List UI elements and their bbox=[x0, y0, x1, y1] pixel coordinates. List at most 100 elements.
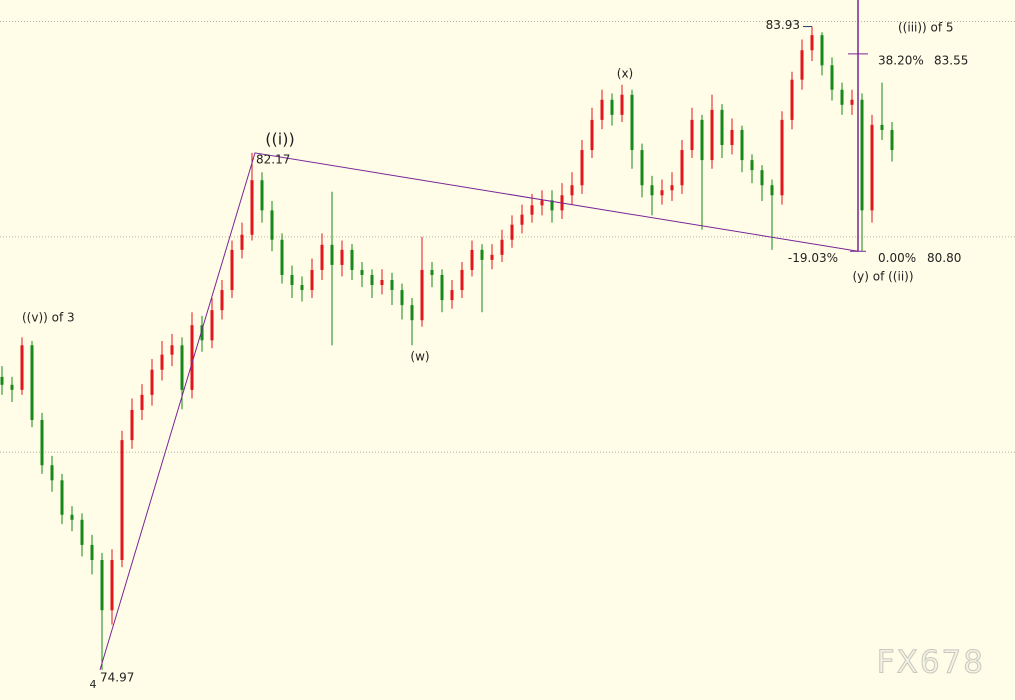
candle-body bbox=[830, 65, 834, 90]
candle-body bbox=[340, 249, 344, 265]
candle-body bbox=[200, 325, 204, 341]
candle-body bbox=[140, 394, 144, 410]
candle-body bbox=[440, 274, 444, 301]
candle-body bbox=[740, 129, 744, 161]
candle-body bbox=[100, 560, 104, 611]
candle-body bbox=[490, 254, 494, 260]
wave-label: ((i)) bbox=[265, 130, 294, 149]
candle-body bbox=[190, 325, 194, 390]
candle-body bbox=[810, 35, 814, 51]
candle-body bbox=[690, 119, 694, 151]
candle-body bbox=[380, 280, 384, 286]
candle-body bbox=[250, 180, 254, 235]
pivot-price: 74.97 bbox=[100, 670, 134, 684]
candle-body bbox=[280, 239, 284, 275]
candle-body bbox=[570, 185, 574, 196]
candle-body bbox=[610, 99, 614, 115]
candle-body bbox=[580, 150, 584, 186]
candle-body bbox=[710, 109, 714, 161]
candle-body bbox=[880, 124, 884, 130]
candle-body bbox=[630, 94, 634, 151]
candle-body bbox=[120, 440, 124, 560]
candle-body bbox=[700, 119, 704, 161]
candle-body bbox=[390, 280, 394, 291]
candle-body bbox=[460, 269, 464, 291]
candle-body bbox=[790, 79, 794, 120]
candle-body bbox=[650, 185, 654, 196]
candle-body bbox=[450, 290, 454, 301]
wave-label: ((iii)) of 5 bbox=[898, 21, 954, 35]
candle-body bbox=[410, 305, 414, 321]
candle-body bbox=[310, 269, 314, 291]
candle-body bbox=[890, 129, 894, 151]
wave-line bbox=[99, 152, 859, 670]
candle-body bbox=[420, 269, 424, 321]
candle-body bbox=[80, 519, 84, 545]
candle-body bbox=[160, 354, 164, 370]
candle-body bbox=[290, 274, 294, 286]
candle-body bbox=[60, 480, 64, 515]
candle-body bbox=[370, 274, 374, 286]
candle-body bbox=[680, 150, 684, 186]
candle-body bbox=[30, 345, 34, 420]
candle-body bbox=[480, 249, 484, 260]
candle-body bbox=[150, 369, 154, 395]
candle-body bbox=[760, 170, 764, 186]
candle-body bbox=[230, 249, 234, 291]
candle-body bbox=[90, 544, 94, 560]
candle-body bbox=[70, 514, 74, 520]
candle-body bbox=[20, 345, 24, 390]
candle-body bbox=[840, 89, 844, 105]
candle-body bbox=[500, 239, 504, 255]
candle-body bbox=[10, 384, 14, 390]
wave-label: (y) of ((ii)) bbox=[852, 270, 913, 284]
candle-body bbox=[600, 99, 604, 120]
candle-body bbox=[240, 234, 244, 250]
candle-body bbox=[640, 150, 644, 186]
candle-body bbox=[510, 224, 514, 240]
candle-body bbox=[40, 420, 44, 466]
candle-body bbox=[660, 190, 664, 196]
candle-body bbox=[400, 290, 404, 306]
candle-body bbox=[50, 465, 54, 481]
candle-body bbox=[530, 205, 534, 215]
candle-body bbox=[170, 345, 174, 355]
candle-body bbox=[850, 99, 854, 105]
candle-body bbox=[110, 560, 114, 611]
candle-body bbox=[430, 269, 434, 275]
candle-body bbox=[550, 200, 554, 211]
candle-body bbox=[350, 249, 354, 270]
candle-body bbox=[130, 409, 134, 441]
wave-label: 4 bbox=[90, 678, 97, 691]
pivot-price: 82.17 bbox=[256, 152, 290, 166]
candle-body bbox=[0, 376, 4, 385]
candle-body bbox=[320, 244, 324, 270]
candle-body bbox=[860, 99, 864, 211]
candle-body bbox=[820, 35, 824, 66]
candle-body bbox=[620, 94, 624, 115]
watermark: FX678 bbox=[877, 645, 985, 681]
candle-body bbox=[780, 119, 784, 196]
fib-percent: 0.00% bbox=[878, 251, 916, 265]
candle-body bbox=[800, 50, 804, 80]
fib-price: 83.55 bbox=[934, 53, 968, 67]
candle-body bbox=[590, 119, 594, 151]
candle-body bbox=[520, 214, 524, 225]
pivot-price: 83.93 bbox=[766, 18, 800, 32]
wave-label: (x) bbox=[617, 67, 633, 81]
fib-extension: -19.03% bbox=[788, 251, 838, 265]
candle-body bbox=[750, 160, 754, 171]
wave-label: ((v)) of 3 bbox=[22, 311, 75, 325]
candle-body bbox=[720, 109, 724, 146]
candle-body bbox=[360, 269, 364, 275]
candle-body bbox=[270, 210, 274, 240]
candle-body bbox=[870, 124, 874, 211]
fib-price: 80.80 bbox=[927, 251, 961, 265]
wave-label: (w) bbox=[410, 350, 429, 364]
candle-body bbox=[770, 185, 774, 196]
candle-body bbox=[180, 345, 184, 390]
candle-body bbox=[730, 129, 734, 146]
candle-body bbox=[540, 200, 544, 206]
candle-body bbox=[260, 180, 264, 211]
